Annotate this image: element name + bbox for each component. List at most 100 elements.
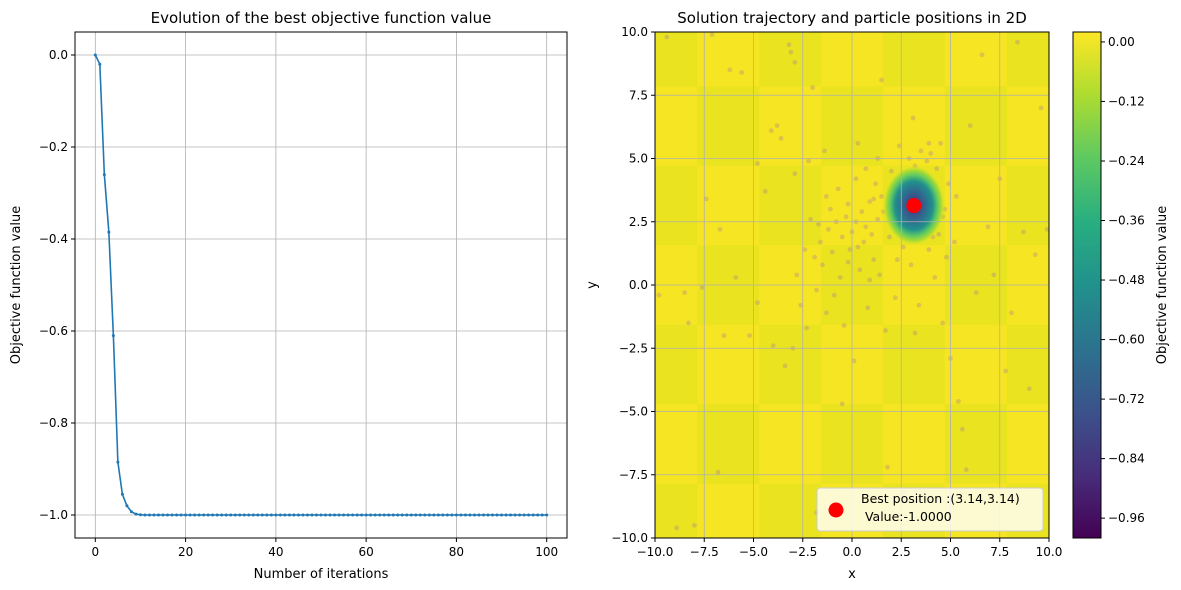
colorbar-ticks: 0.00 −0.12 −0.24 −0.36 −0.48 −0.60 −0.72 −0.84 −…	[1101, 35, 1145, 525]
particle	[786, 42, 792, 48]
best-value-point	[495, 513, 499, 517]
best-value-point	[328, 513, 332, 517]
right-x-tick-label: 0.0	[842, 545, 861, 559]
best-value-point	[233, 513, 237, 517]
particle	[699, 285, 705, 290]
particle	[808, 216, 814, 222]
best-value-point	[251, 513, 255, 517]
particle	[835, 186, 841, 192]
surface-tile	[759, 324, 822, 405]
particle	[1026, 386, 1032, 392]
best-value-point	[247, 513, 251, 517]
best-value-point	[342, 513, 346, 517]
best-value-point	[468, 513, 472, 517]
particle	[879, 77, 884, 83]
particle	[863, 166, 869, 172]
particle	[944, 254, 949, 260]
best-value-point	[301, 513, 305, 517]
best-value-point	[445, 513, 449, 517]
best-value-point	[166, 513, 170, 517]
colorbar-tick-label: −0.12	[1108, 94, 1145, 108]
right-y-tick-label: 5.0	[629, 152, 648, 166]
best-value-point	[147, 513, 151, 517]
left-y-tick-label: −0.8	[39, 416, 68, 430]
left-x-tick-label: 20	[178, 545, 193, 559]
best-value-point	[454, 513, 458, 517]
particle	[1044, 226, 1049, 232]
best-value-point	[161, 513, 165, 517]
best-value-point	[364, 513, 368, 517]
particle	[818, 239, 823, 245]
left-x-tick-label: 80	[449, 545, 464, 559]
left-x-axis-label: Number of iterations	[254, 567, 389, 582]
best-value-point	[274, 513, 278, 517]
best-value-point	[283, 513, 287, 517]
best-value-point	[202, 513, 206, 517]
particle	[963, 467, 969, 473]
particle	[853, 176, 859, 182]
particle	[810, 85, 815, 91]
particle	[823, 310, 829, 316]
right-grid	[655, 32, 1049, 538]
left-plot-frame	[74, 31, 568, 539]
best-value-point	[509, 513, 513, 517]
best-value-point	[215, 513, 219, 517]
particle	[973, 290, 979, 295]
best-value-point	[405, 513, 409, 517]
colorbar-tick-label: −0.84	[1108, 452, 1145, 466]
particle	[802, 247, 808, 252]
particle	[859, 209, 865, 215]
best-value-point	[93, 53, 97, 57]
particle	[967, 123, 973, 129]
best-value-point	[193, 513, 197, 517]
particle	[755, 300, 760, 306]
particle	[863, 224, 869, 230]
best-value-point	[278, 513, 282, 517]
particle	[928, 151, 934, 156]
particle	[792, 171, 798, 177]
particle	[1020, 229, 1026, 235]
surface-tile	[655, 483, 698, 538]
best-value-point	[111, 334, 115, 338]
best-value-point	[432, 513, 436, 517]
particle	[1038, 105, 1044, 111]
surface-tile	[697, 404, 760, 484]
best-value-point	[98, 62, 102, 66]
right-y-tick-label: −10.0	[611, 531, 648, 545]
right-x-tick-label: 2.5	[892, 545, 911, 559]
best-value-point	[265, 513, 269, 517]
best-value-point	[387, 513, 391, 517]
best-value-point	[360, 513, 364, 517]
best-value-point	[296, 513, 300, 517]
best-value-point	[382, 513, 386, 517]
right-chart-title: Solution trajectory and particle positio…	[677, 9, 1027, 27]
left-x-tick-label: 40	[268, 545, 283, 559]
best-value-point	[319, 513, 323, 517]
particle	[865, 305, 871, 311]
best-value-point	[229, 513, 233, 517]
right-y-tick-label: −2.5	[619, 341, 648, 355]
best-value-point	[378, 513, 382, 517]
particle	[894, 257, 900, 263]
right-x-tick-label: −5.0	[739, 545, 768, 559]
best-value-point	[441, 513, 445, 517]
particle	[841, 323, 847, 328]
right-x-tick-label: 7.5	[990, 545, 1009, 559]
particle	[954, 194, 959, 199]
best-value-point	[477, 513, 481, 517]
best-value-point	[491, 513, 495, 517]
particle	[892, 295, 898, 301]
best-value-series	[93, 53, 549, 517]
particle	[1032, 252, 1038, 258]
particle	[867, 199, 873, 204]
best-value-point	[346, 513, 350, 517]
best-value-point	[472, 513, 476, 517]
colorbar-tick-label: −0.96	[1108, 511, 1145, 525]
colorbar-tick-label: −0.36	[1108, 214, 1145, 228]
best-value-point	[211, 513, 215, 517]
particle	[851, 358, 857, 364]
particle	[1009, 310, 1014, 316]
best-value-point	[220, 513, 224, 517]
best-value-point	[463, 513, 467, 517]
best-value-point	[527, 513, 531, 517]
